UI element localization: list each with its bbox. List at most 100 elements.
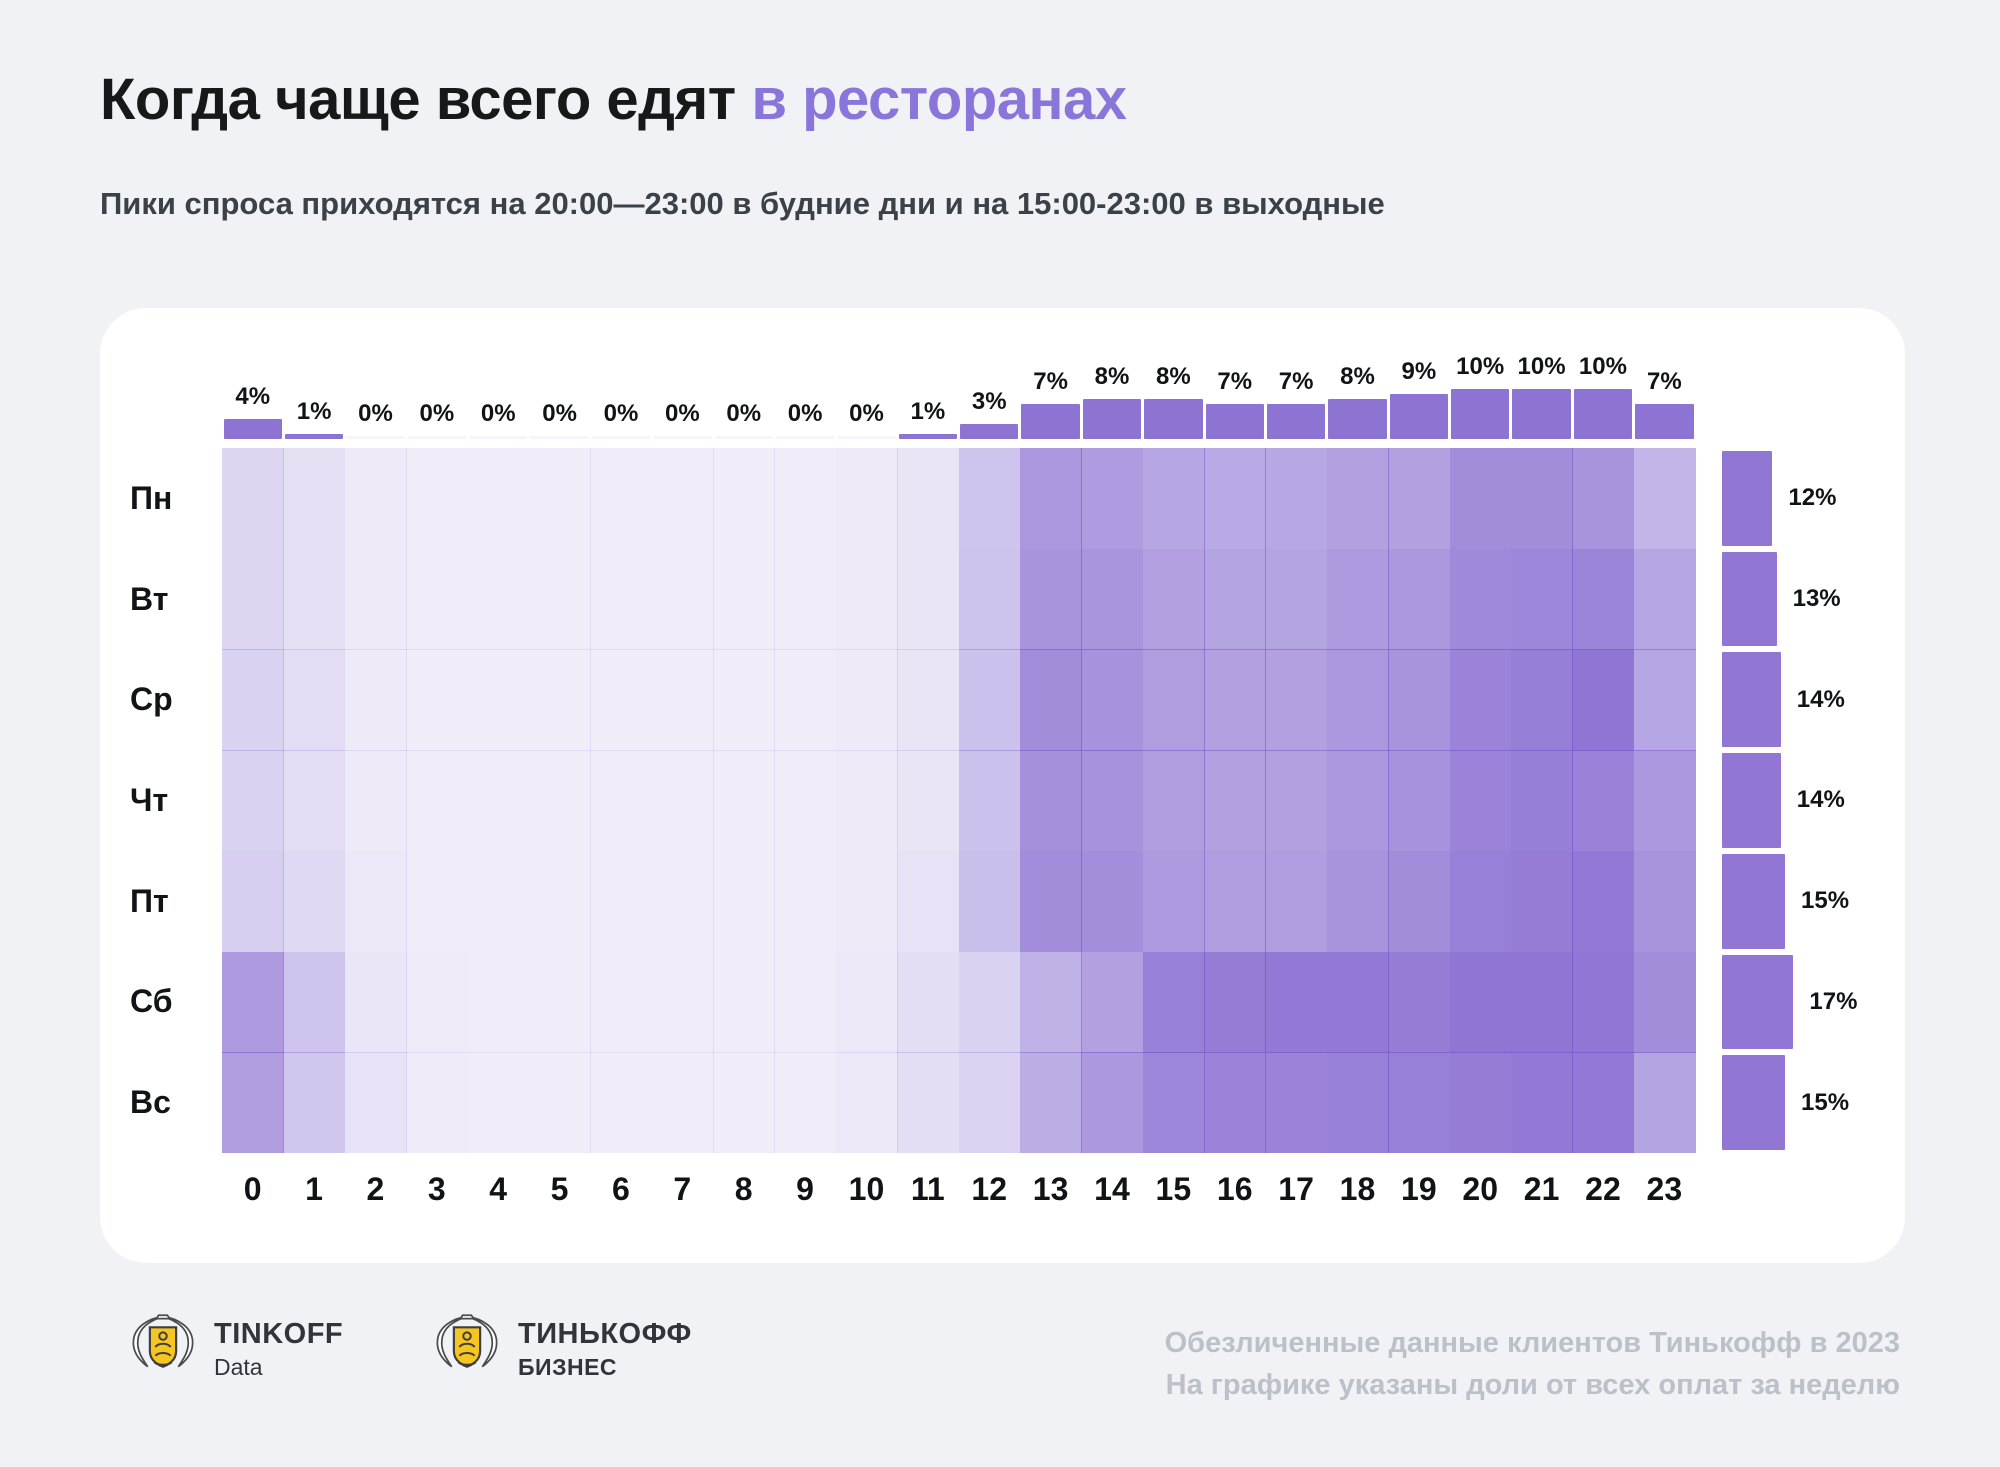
- hour-share-value: 9%: [1401, 358, 1437, 385]
- page-title: Когда чаще всего едят в ресторанах: [100, 66, 1127, 133]
- heatmap-cell: [406, 548, 468, 650]
- heatmap-cell: [1388, 548, 1450, 650]
- hour-axis-label: 13: [1032, 1171, 1069, 1207]
- data-source-line2: На графике указаны доли от всех оплат за…: [1165, 1369, 1900, 1401]
- heatmap-cell: [528, 951, 591, 1053]
- heatmap-cell: [1019, 750, 1082, 852]
- heatmap-cell: [1510, 850, 1573, 953]
- hour-share-bar: [653, 436, 712, 439]
- heatmap-cell: [1265, 548, 1328, 650]
- hour-share-bar: [1205, 404, 1264, 439]
- hour-share-value: 0%: [849, 400, 884, 427]
- hour-axis-label: 0: [243, 1171, 262, 1207]
- heatmap-cell: [1265, 649, 1328, 751]
- heatmap-cell: [1449, 850, 1512, 953]
- heatmap-cell: [283, 1052, 346, 1154]
- day-share-value: 14%: [1796, 786, 1845, 814]
- heatmap-cell: [344, 1052, 407, 1154]
- heatmap-cell: [1265, 951, 1328, 1053]
- heatmap-cell: [1388, 448, 1450, 550]
- hour-axis-label: 3: [427, 1171, 446, 1207]
- day-share-value: 14%: [1796, 685, 1845, 713]
- heatmap-cell: [1388, 649, 1450, 751]
- day-share-bars: 12% 13% 14% 14% 15% 17% 15%: [1722, 448, 1902, 1153]
- heatmap-cell: [406, 951, 468, 1053]
- hour-axis-label: 8: [734, 1171, 753, 1207]
- tinkoff-data-logo-text: TINKOFF Data: [214, 1318, 343, 1381]
- heatmap-cell: [1204, 548, 1266, 650]
- heatmap-cell: [1081, 951, 1144, 1053]
- heatmap-cell: [651, 850, 714, 953]
- heatmap-cell: [590, 850, 653, 953]
- tinkoff-crest-icon: [432, 1312, 502, 1387]
- hour-share-value: 8%: [1094, 363, 1130, 390]
- hour-share-value: 10%: [1456, 353, 1505, 380]
- heatmap-cell: [835, 448, 898, 550]
- hour-share-value: 0%: [787, 400, 823, 427]
- heatmap-cell: [1633, 750, 1696, 852]
- heatmap-cell: [1265, 750, 1328, 852]
- heatmap-cell: [283, 951, 346, 1053]
- heatmap-cell: [713, 548, 775, 650]
- heatmap-cell: [835, 750, 898, 852]
- day-axis-label: Чт: [130, 781, 169, 818]
- heatmap-cell: [283, 850, 346, 953]
- heatmap-cell: [835, 1052, 898, 1154]
- hour-share-bar: [223, 419, 282, 439]
- hour-share-bar: [1328, 399, 1387, 439]
- hour-axis-label: 19: [1401, 1171, 1437, 1207]
- heatmap-cell: [1265, 448, 1328, 550]
- heatmap-cell: [897, 951, 959, 1053]
- heatmap-cell: [344, 850, 407, 953]
- heatmap-cell: [651, 951, 714, 1053]
- day-axis-label: Пт: [130, 882, 169, 919]
- heatmap-cell: [1510, 1052, 1573, 1154]
- heatmap-cell: [1019, 1052, 1082, 1154]
- heatmap-cell: [1572, 1052, 1635, 1154]
- heatmap-cell: [1204, 1052, 1266, 1154]
- heatmap-cell: [958, 750, 1021, 852]
- heatmap-cell: [774, 548, 837, 650]
- heatmap-cell: [897, 850, 959, 953]
- hour-axis-label: 4: [489, 1171, 508, 1207]
- hour-axis-label: 23: [1646, 1171, 1683, 1207]
- heatmap-cell: [467, 649, 530, 751]
- logo-title: TINKOFF: [214, 1318, 344, 1350]
- heatmap-cell: [467, 548, 530, 650]
- heatmap-cell: [1633, 448, 1696, 550]
- page-title-accent: в ресторанах: [751, 67, 1127, 132]
- day-share-bar: [1722, 853, 1785, 949]
- heatmap-cell: [835, 649, 898, 751]
- hour-axis-label: 22: [1585, 1171, 1621, 1207]
- heatmap-cell: [590, 750, 653, 852]
- heatmap-cell: [835, 548, 898, 650]
- hour-axis-label: 2: [366, 1171, 385, 1207]
- heatmap-cell: [1142, 448, 1205, 550]
- heatmap-cell: [1388, 750, 1450, 852]
- heatmap-cell: [467, 951, 530, 1053]
- heatmap-cell: [344, 448, 407, 550]
- heatmap-cell: [774, 448, 837, 550]
- heatmap-cell: [1204, 448, 1266, 550]
- hour-share-bar: [1144, 399, 1203, 439]
- heatmap-cell: [713, 448, 775, 550]
- heatmap-cell: [1326, 548, 1389, 650]
- heatmap-cell: [897, 649, 959, 751]
- hour-share-value: 0%: [542, 400, 577, 427]
- heatmap-cell: [1326, 1052, 1389, 1154]
- heatmap-cell: [1449, 1052, 1512, 1154]
- hour-share-bar: [284, 434, 344, 439]
- heatmap-cell: [1204, 750, 1266, 852]
- hour-share-value: 7%: [1646, 368, 1682, 395]
- hour-share-value: 8%: [1155, 363, 1191, 390]
- heatmap-cell: [713, 951, 775, 1053]
- heatmap-cell: [1572, 649, 1635, 751]
- hour-axis-label: 11: [910, 1171, 945, 1207]
- day-share-bar: [1722, 551, 1777, 647]
- hour-axis-label: 16: [1216, 1171, 1253, 1207]
- hour-share-value: 4%: [235, 383, 271, 410]
- heatmap-cell: [1142, 1052, 1205, 1154]
- data-source-note: Обезличенные данные клиентов Тинькофф в …: [1165, 1322, 1900, 1406]
- heatmap-cell: [835, 850, 898, 953]
- heatmap-cell: [1510, 649, 1573, 751]
